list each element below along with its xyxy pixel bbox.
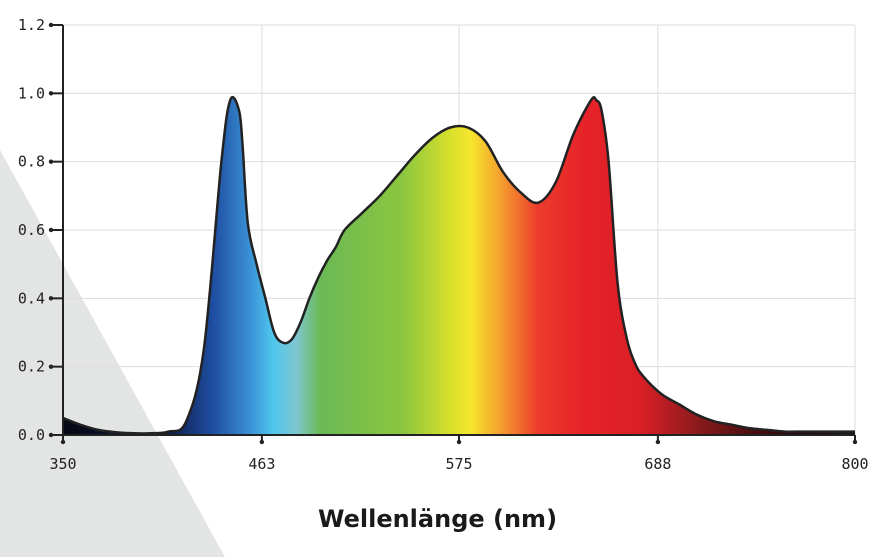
y-tick-label: 1.2: [18, 16, 45, 34]
x-tick-dot: [655, 439, 661, 445]
y-axis-ticks: 0.0 0.2 0.4 0.6 0.8 1.0 1.2: [18, 16, 63, 444]
y-tick-label: 0.2: [18, 358, 45, 376]
x-tick-dot: [60, 439, 66, 445]
y-tick-dot: [48, 22, 54, 28]
x-tick-label: 688: [644, 455, 671, 473]
y-tick-dot: [48, 432, 54, 438]
y-tick-dot: [48, 91, 54, 96]
background-triangle: [0, 150, 225, 557]
spectrum-area: [63, 97, 855, 435]
y-tick-dot: [48, 227, 54, 233]
x-axis-ticks: 350 463 575 688 800: [49, 435, 869, 473]
x-tick-label: 575: [445, 455, 472, 473]
spectrum-outline: [62, 95, 855, 435]
y-tick-label: 0.0: [18, 426, 45, 444]
y-tick-label: 0.4: [18, 289, 45, 307]
x-tick-dot: [259, 439, 265, 445]
x-tick-label: 350: [49, 455, 76, 473]
x-tick-label: 800: [841, 455, 868, 473]
y-tick-dot: [48, 159, 54, 164]
x-axis-label: Wellenlänge (nm): [317, 505, 558, 533]
x-tick-dot: [456, 439, 462, 445]
y-tick-label: 1.0: [18, 84, 45, 102]
y-tick-label: 0.8: [18, 153, 45, 171]
y-tick-label: 0.6: [18, 221, 45, 239]
x-tick-label: 463: [248, 455, 275, 473]
y-tick-dot: [48, 364, 54, 369]
y-tick-dot: [48, 296, 54, 301]
x-tick-dot: [852, 439, 858, 445]
